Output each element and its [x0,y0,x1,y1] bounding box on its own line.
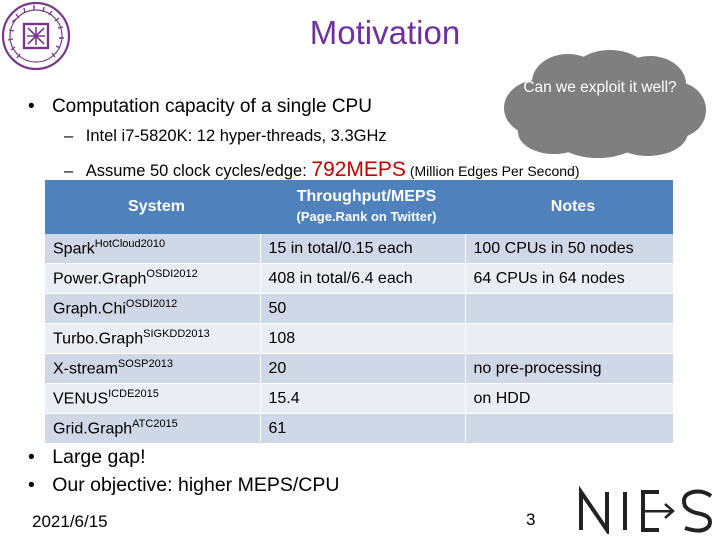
meps-explanation: (Million Edges Per Second) [405,163,580,179]
cell-notes: no pre-processing [465,353,673,384]
sub-bullet-text: Intel i7-5820K: 12 hyper-threads, 3.3GHz [85,127,387,145]
header-notes: Notes [465,180,673,234]
cell-notes [465,413,673,444]
header-throughput-sub: (Page.Rank on Twitter) [296,209,437,224]
system-venue: SOSP2013 [117,358,173,371]
cell-notes: 100 CPUs in 50 nodes [465,234,673,264]
system-venue: HotCloud2010 [94,238,166,251]
page-number: 3 [526,510,536,529]
cell-throughput: 108 [260,323,466,354]
cell-notes: 64 CPUs in 64 nodes [465,263,673,294]
table-row: SparkHotCloud2010 15 in total/0.15 each … [45,234,673,264]
throughput-table: System Throughput/MEPS (Page.Rank on Twi… [45,180,673,444]
cell-throughput: 61 [260,413,466,444]
bullet-marker: • [28,474,35,496]
sub-bullet-prefix: Assume 50 clock cycles/edge: [85,162,312,180]
system-venue: OSDI2012 [146,268,198,281]
bullet-text: Our objective: higher MEPS/CPU [52,474,340,496]
cell-system: Grid.GraphATC2015 [45,413,261,444]
system-name: Grid.Graph [53,420,133,438]
table-row: Power.GraphOSDI2012 408 in total/6.4 eac… [45,263,673,294]
cell-system: SparkHotCloud2010 [45,234,261,264]
nics-logo [579,486,713,534]
system-name: Spark [53,240,95,258]
bullet-objective: • Our objective: higher MEPS/CPU [28,474,339,497]
university-seal-logo [1,1,71,71]
system-name: Graph.Chi [53,300,126,318]
system-name: X-stream [53,360,118,378]
slide-date: 2021/6/15 [32,512,108,531]
cell-throughput: 15 in total/0.15 each [260,234,466,264]
bullet-text: Large gap! [52,446,146,468]
cell-throughput: 20 [260,353,466,384]
cell-system: Turbo.GraphSIGKDD2013 [45,323,261,354]
sub-bullet-clock-cycles: – Assume 50 clock cycles/edge: 792MEPS (… [64,158,579,182]
header-throughput-label: Throughput/MEPS [296,188,437,205]
bullet-marker: • [28,446,35,468]
cell-notes [465,293,673,324]
cell-system: VENUSICDE2015 [45,383,261,414]
cell-throughput: 50 [260,293,466,324]
table-header-row: System Throughput/MEPS (Page.Rank on Twi… [45,180,673,234]
slide-title: Motivation [309,14,461,51]
system-venue: OSDI2012 [125,298,178,311]
cell-notes: on HDD [465,383,673,414]
sub-bullet-cpu-spec: – Intel i7-5820K: 12 hyper-threads, 3.3G… [64,127,387,146]
meps-value: 792MEPS [311,158,406,181]
table-row: VENUSICDE2015 15.4 on HDD [45,383,673,414]
dash-marker: – [64,162,74,180]
system-venue: SIGKDD2013 [143,328,210,341]
bullet-text: Computation capacity of a single CPU [51,96,372,117]
system-venue: ICDE2015 [108,388,159,401]
cell-system: X-streamSOSP2013 [45,353,261,384]
callout-text: Can we exploit it well? [523,79,677,96]
system-name: Turbo.Graph [53,330,144,348]
cell-throughput: 408 in total/6.4 each [260,263,466,294]
table-row: Graph.ChiOSDI2012 50 [45,293,673,324]
table-row: Grid.GraphATC2015 61 [45,413,673,444]
cell-notes [465,323,673,354]
system-name: VENUS [53,390,109,408]
cell-system: Power.GraphOSDI2012 [45,263,261,294]
bullet-computation-capacity: • Computation capacity of a single CPU [28,96,372,118]
header-system: System [45,180,260,234]
table-row: X-streamSOSP2013 20 no pre-processing [45,353,673,384]
cell-system: Graph.ChiOSDI2012 [45,293,261,324]
bullet-marker: • [28,96,35,117]
callout-cloud-shape [504,50,706,158]
system-venue: ATC2015 [132,418,178,431]
system-name: Power.Graph [53,270,147,288]
header-throughput: Throughput/MEPS (Page.Rank on Twitter) [260,180,465,234]
dash-marker: – [64,127,74,145]
bullet-large-gap: • Large gap! [28,446,146,469]
cell-throughput: 15.4 [260,383,466,414]
table-row: Turbo.GraphSIGKDD2013 108 [45,323,673,354]
